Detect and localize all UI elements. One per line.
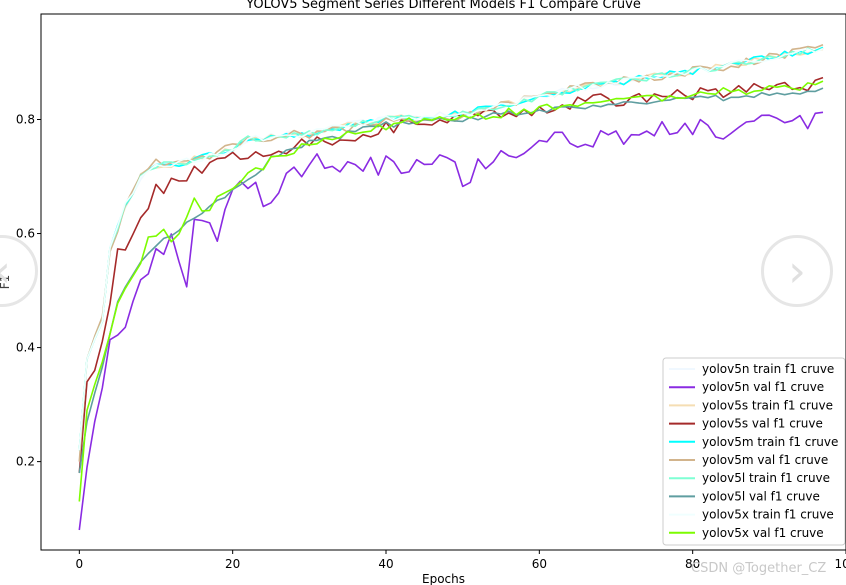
legend-label: yolov5m train f1 cruve bbox=[702, 435, 838, 449]
x-tick-label: 60 bbox=[532, 557, 547, 571]
y-tick-label: 0.2 bbox=[16, 455, 35, 469]
y-tick-label: 0.4 bbox=[16, 341, 35, 355]
legend-label: yolov5x val f1 cruve bbox=[702, 526, 824, 540]
legend-label: yolov5m val f1 cruve bbox=[702, 453, 828, 467]
chevron-left-icon: ‹ bbox=[0, 246, 11, 297]
legend-label: yolov5l train f1 cruve bbox=[702, 471, 830, 485]
y-axis: 0.2 0.4 0.6 0.8 bbox=[16, 112, 41, 469]
legend-label: yolov5s val f1 cruve bbox=[702, 417, 823, 431]
legend-label: yolov5s train f1 cruve bbox=[702, 398, 833, 412]
legend-box bbox=[662, 357, 846, 546]
chevron-right-icon: › bbox=[788, 245, 806, 297]
chart-title: YOLOV5 Segment Series Different Models F… bbox=[245, 0, 641, 12]
axes-frame bbox=[40, 13, 846, 551]
series-layer bbox=[78, 43, 824, 531]
series-line-yolov5n-val bbox=[78, 111, 824, 531]
y-tick-label: 0.8 bbox=[16, 112, 35, 126]
x-tick-label: 80 bbox=[685, 557, 700, 571]
legend-label: yolov5n val f1 cruve bbox=[702, 380, 824, 394]
y-tick-label: 0.6 bbox=[16, 227, 35, 241]
next-image-button[interactable]: › bbox=[761, 235, 833, 307]
x-axis-label: Epochs bbox=[422, 572, 465, 585]
x-tick-label: 0 bbox=[76, 557, 84, 571]
x-tick-label: 100 bbox=[835, 557, 846, 571]
series-line-yolov5x-val bbox=[78, 80, 824, 502]
x-tick-label: 20 bbox=[225, 557, 240, 571]
legend-label: yolov5l val f1 cruve bbox=[702, 489, 820, 503]
watermark: CSDN @Together_CZ bbox=[691, 561, 827, 576]
legend-label: yolov5n train f1 cruve bbox=[702, 362, 834, 376]
legend-label: yolov5x train f1 cruve bbox=[702, 508, 834, 522]
series-line-yolov5x-train bbox=[78, 47, 824, 451]
series-line-yolov5s-val bbox=[78, 76, 824, 474]
legend: yolov5n train f1 cruve yolov5n val f1 cru… bbox=[662, 357, 846, 546]
x-tick-label: 40 bbox=[378, 557, 393, 571]
x-axis: 0 20 40 60 80 100 bbox=[76, 550, 846, 571]
